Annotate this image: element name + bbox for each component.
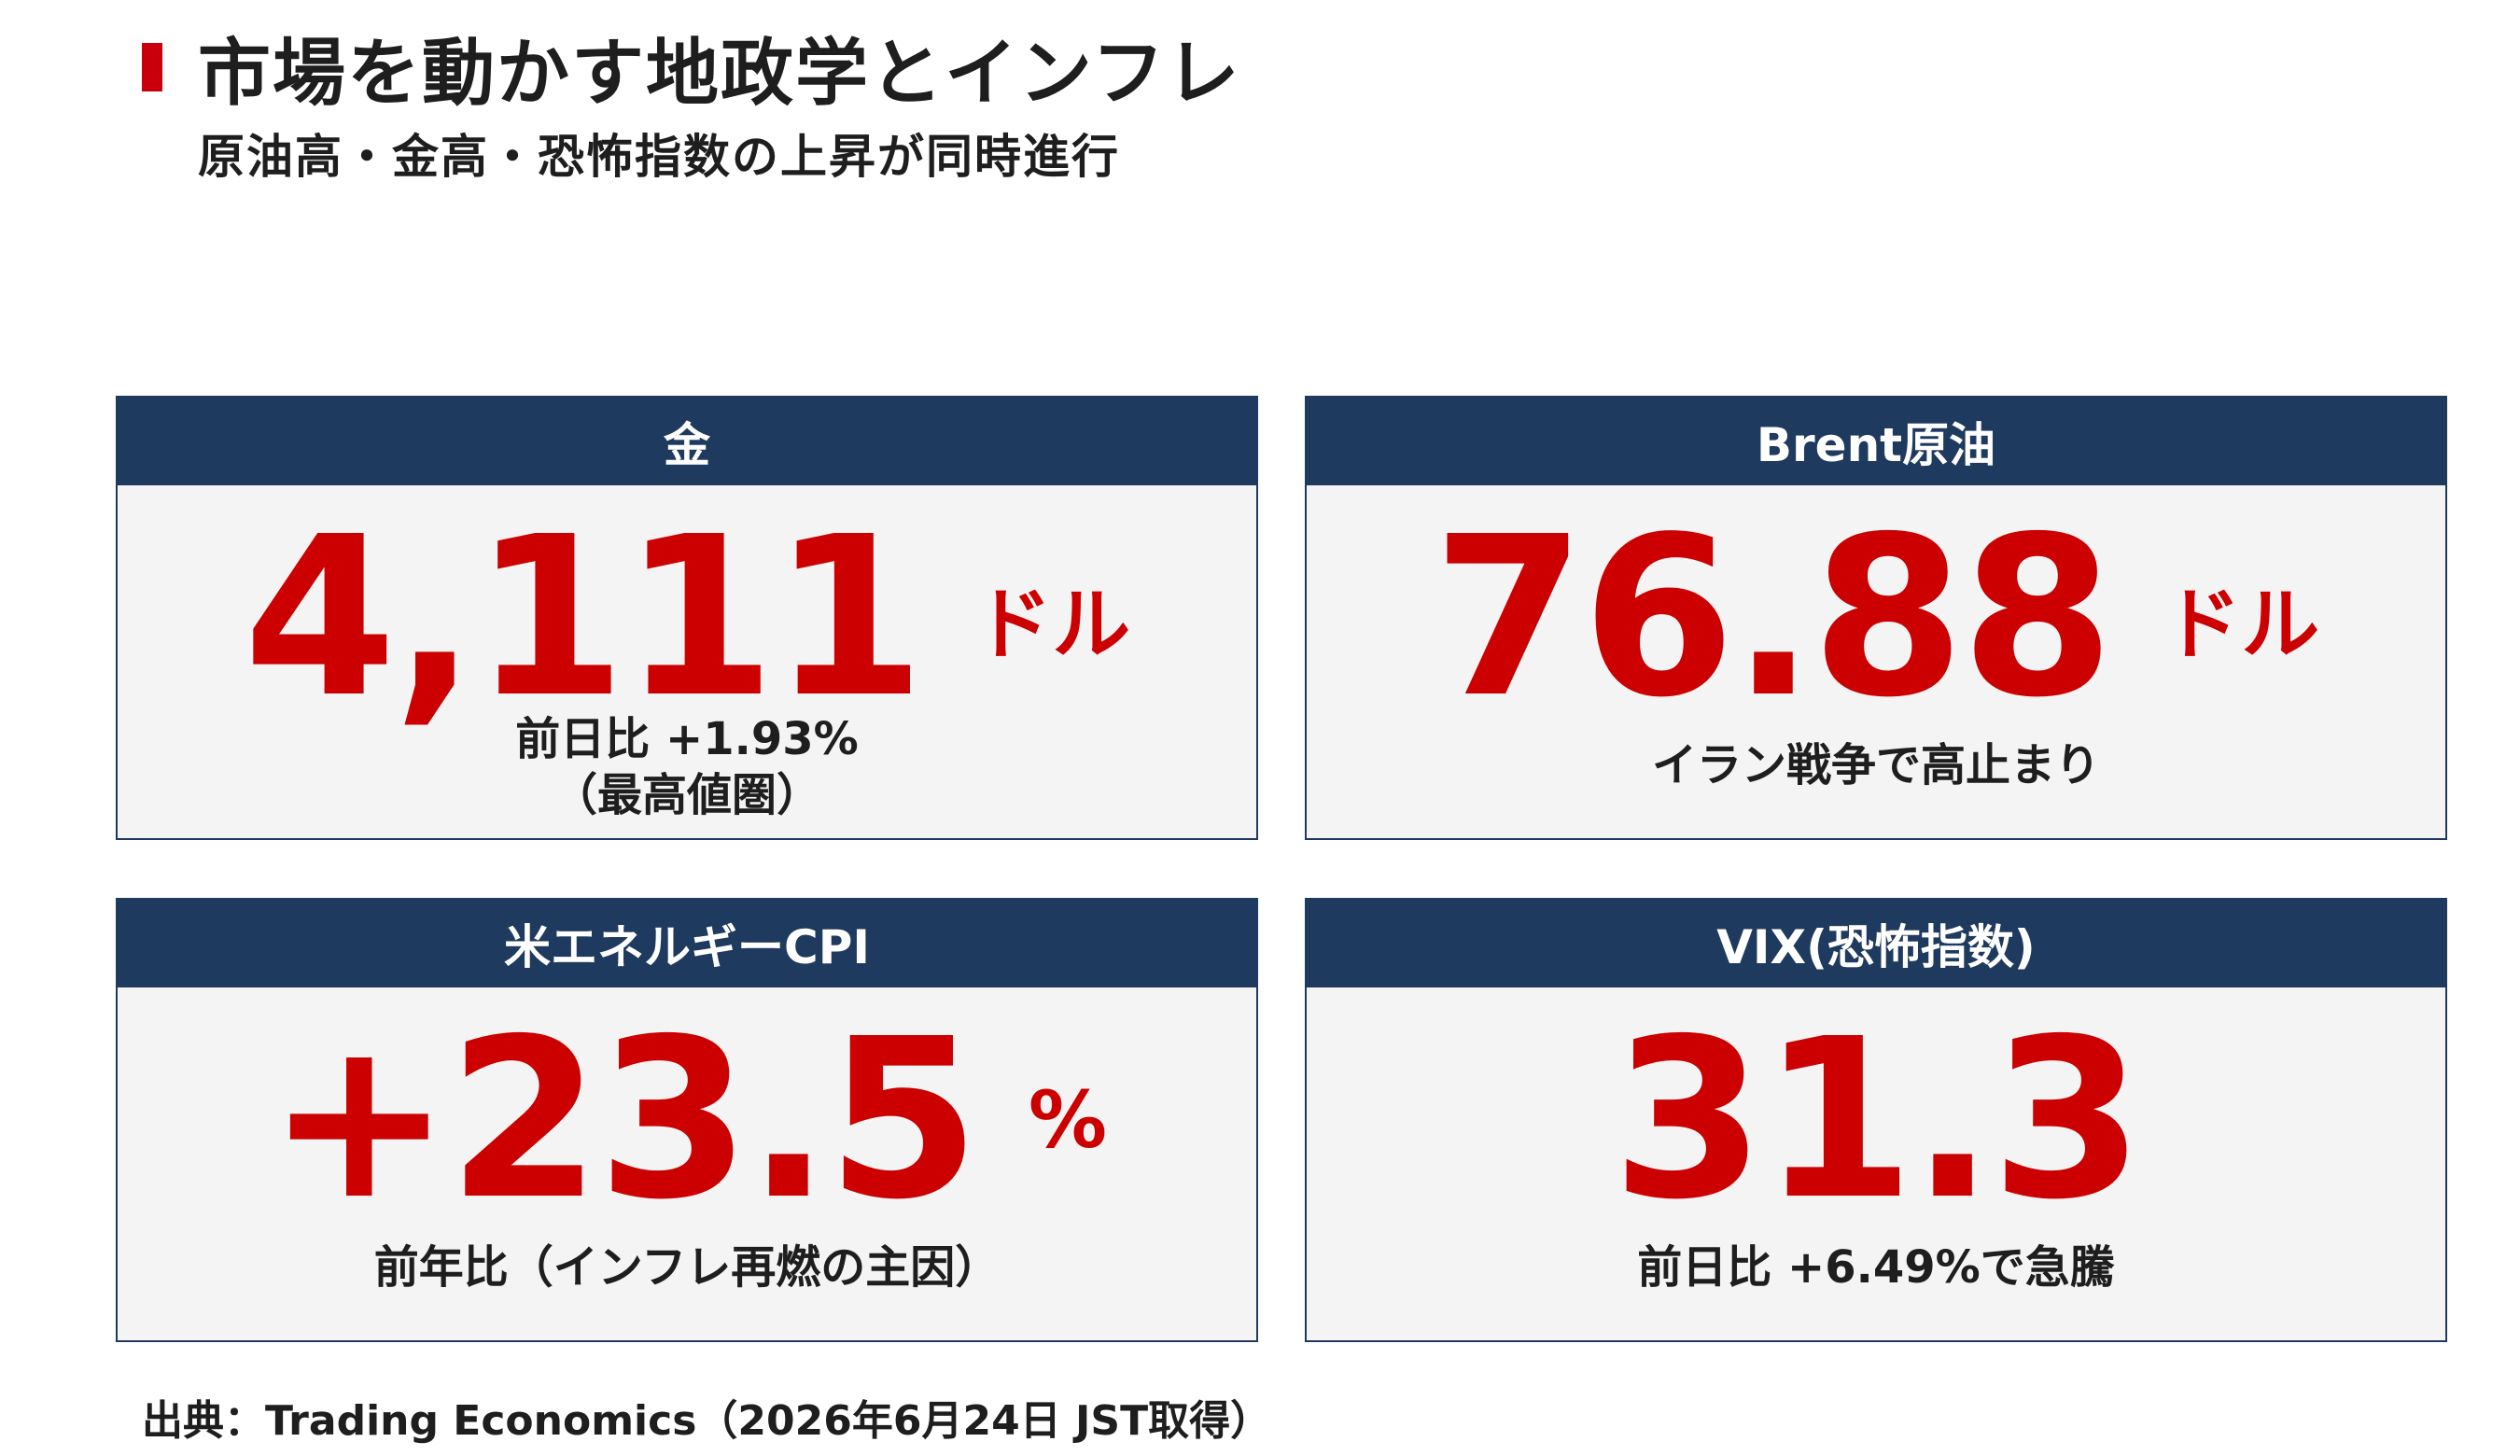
metric-card-vix: VIX(恐怖指数) 31.3 前日比 +6.49%で急騰 [1305, 898, 2447, 1342]
metric-note: イラン戦争で高止まり [1651, 739, 2100, 791]
metric-card-energy-cpi: 米エネルギーCPI +23.5 % 前年比（インフレ再燃の主因） [116, 898, 1258, 1342]
metric-note-line1: 前日比 +1.93% [515, 713, 859, 765]
value-row: +23.5 % [118, 1010, 1256, 1230]
metric-unit: ドル [973, 578, 1131, 670]
metric-card-gold: 金 4,111 ドル 前日比 +1.93% （最高値圏） [116, 396, 1258, 840]
page-subtitle: 原油高・金高・恐怖指数の上昇が同時進行 [198, 130, 1120, 184]
metric-value: 4,111 [243, 489, 925, 746]
page-title: 市場を動かす地政学とインフレ [198, 32, 1241, 116]
title-row: 市場を動かす地政学とインフレ [142, 21, 1241, 116]
metric-value: +23.5 [266, 991, 980, 1248]
metric-unit: ドル [2163, 578, 2320, 670]
metric-note: 前日比 +1.93% （最高値圏） [118, 711, 1256, 823]
metric-value: 31.3 [1611, 991, 2144, 1248]
metric-note-line2: （最高値圏） [552, 769, 821, 821]
metric-value: 76.88 [1432, 489, 2114, 746]
card-header: 金 [118, 398, 1256, 485]
card-header: VIX(恐怖指数) [1307, 900, 2445, 987]
source-note: 出典：Trading Economics（2026年6月24日 JST取得） [142, 1397, 1272, 1445]
metric-note: 前日比 +6.49%で急騰 [1637, 1241, 2115, 1294]
metric-note: 前年比（インフレ再燃の主因） [373, 1241, 1001, 1294]
value-row: 4,111 ドル [118, 508, 1256, 728]
card-header: 米エネルギーCPI [118, 900, 1256, 987]
metric-card-brent: Brent原油 76.88 ドル イラン戦争で高止まり [1305, 396, 2447, 840]
metric-unit: % [1028, 1074, 1108, 1166]
value-row: 31.3 [1307, 1010, 2445, 1230]
value-row: 76.88 ドル [1307, 508, 2445, 728]
card-header: Brent原油 [1307, 398, 2445, 485]
title-accent-bar [142, 43, 162, 91]
